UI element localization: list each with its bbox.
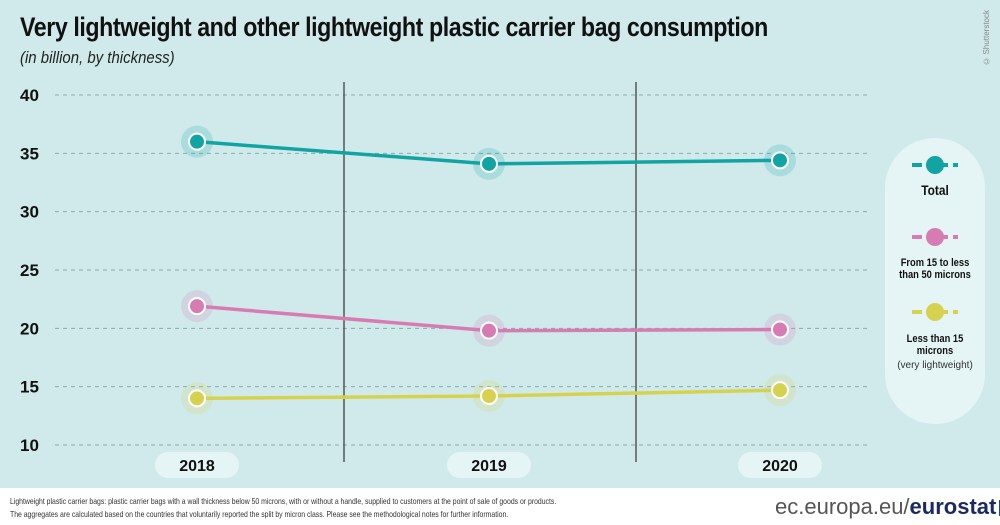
data-point: [771, 320, 789, 339]
x-tick-pill: [155, 452, 239, 478]
data-point: [771, 381, 789, 400]
x-tick-pill: [738, 452, 822, 478]
y-tick-label: 25: [20, 261, 39, 280]
data-point: [188, 389, 206, 408]
y-tick-label: 15: [20, 378, 39, 397]
data-point: [188, 297, 206, 316]
legend-item-light: Less than 15 microns (very lightweight): [885, 299, 985, 371]
legend: Total From 15 to less than 50 microns Le…: [885, 138, 985, 424]
data-point: [480, 321, 498, 340]
legend-item-medium: From 15 to less than 50 microns: [885, 224, 985, 281]
x-tick-label: 2018: [179, 458, 215, 475]
data-point: [480, 387, 498, 405]
chart-title: Very lightweight and other lightweight p…: [20, 12, 768, 42]
footnote: Lightweight plastic carrier bags: plasti…: [10, 496, 557, 519]
y-tick-label: 40: [20, 86, 39, 105]
legend-item-total: Total: [885, 152, 985, 197]
y-tick-label: 20: [20, 319, 39, 338]
x-tick-pill: [447, 452, 531, 478]
eurostat-logo[interactable]: ec.europa.eu/eurostat: [775, 494, 1000, 520]
y-tick-label: 35: [20, 144, 39, 163]
legend-swatch-total: [912, 156, 958, 174]
chart-background: [0, 0, 1000, 488]
data-point: [188, 132, 206, 151]
x-tick-label: 2020: [762, 458, 798, 475]
y-tick-label: 30: [20, 203, 39, 222]
data-point: [771, 151, 789, 170]
line-chart: 10 15 20 25 30 35 40 2018 2019 2020: [20, 82, 870, 478]
legend-swatch-medium: [912, 228, 958, 246]
data-point: [480, 154, 498, 173]
chart-subtitle: (in billion, by thickness): [20, 48, 175, 67]
legend-swatch-light: [912, 303, 958, 321]
x-tick-label: 2019: [471, 458, 507, 475]
y-tick-label: 10: [20, 436, 39, 455]
